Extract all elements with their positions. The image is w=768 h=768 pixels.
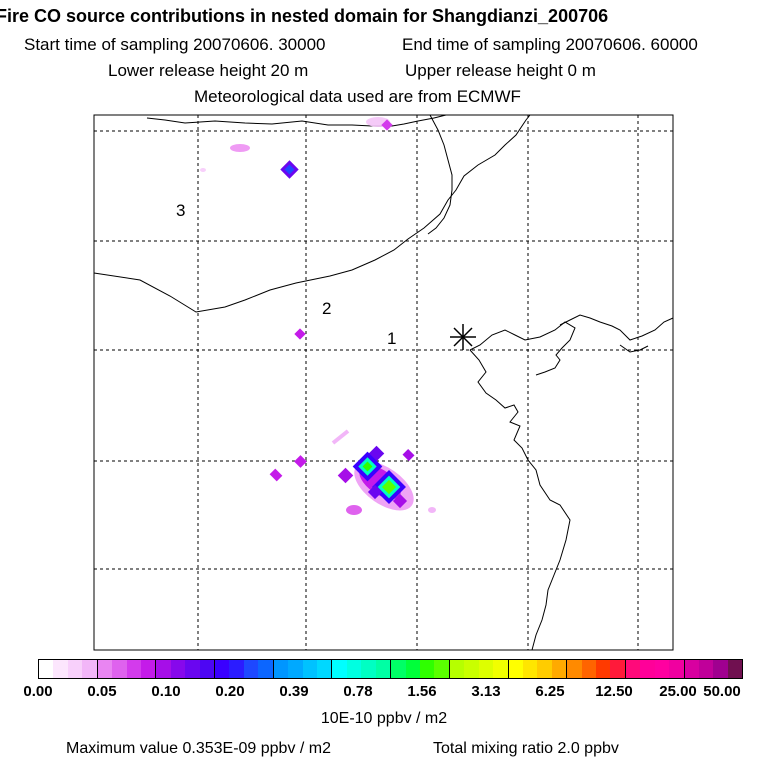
- colorbar-swatch: [405, 660, 420, 678]
- colorbar-swatch: [478, 660, 494, 678]
- colorbar-tick: 6.25: [535, 683, 565, 700]
- colorbar-swatch: [273, 660, 289, 678]
- colorbar-swatch: [156, 660, 171, 678]
- colorbar-swatch: [215, 660, 230, 678]
- colorbar-tick: 0.00: [23, 683, 53, 700]
- colorbar-swatch: [640, 660, 655, 678]
- colorbar: [38, 659, 743, 679]
- met-data-source: Meteorological data used are from ECMWF: [194, 87, 521, 106]
- receptor-marker: [450, 324, 476, 350]
- colorbar-swatch: [126, 660, 141, 678]
- colorbar-swatch: [229, 660, 244, 678]
- colorbar-swatch: [654, 660, 670, 678]
- map-label-1: 1: [387, 329, 396, 348]
- sampling-end: End time of sampling 20070606. 60000: [402, 35, 698, 54]
- sampling-start: Start time of sampling 20070606. 30000: [24, 35, 326, 54]
- total-mixing-ratio: Total mixing ratio 2.0 ppbv: [433, 740, 619, 757]
- colorbar-swatch: [669, 660, 685, 678]
- colorbar-swatch: [596, 660, 611, 678]
- colorbar-swatch: [625, 660, 641, 678]
- colorbar-swatch: [185, 660, 200, 678]
- colorbar-swatch: [551, 660, 568, 678]
- colorbar-swatch: [375, 660, 392, 678]
- colorbar-tick: 0.39: [279, 683, 309, 700]
- colorbar-swatch: [684, 660, 699, 678]
- colorbar-swatch: [112, 660, 127, 678]
- colorbar-swatch: [82, 660, 98, 678]
- colorbar-tick: 0.05: [87, 683, 117, 700]
- upper-release-height: Upper release height 0 m: [405, 61, 596, 80]
- colorbar-swatch: [508, 660, 523, 678]
- colorbar-tick: 50.00: [703, 683, 741, 700]
- colorbar-swatch: [39, 660, 54, 678]
- colorbar-tick: 0.20: [215, 683, 245, 700]
- colorbar-swatch: [170, 660, 186, 678]
- colorbar-swatch: [332, 660, 347, 678]
- colorbar-swatch: [610, 660, 626, 678]
- colorbar-swatch: [698, 660, 714, 678]
- maximum-value: Maximum value 0.353E-09 ppbv / m2: [66, 740, 332, 757]
- coastline-borders: [93, 114, 674, 651]
- colorbar-tick: 1.56: [407, 683, 437, 700]
- colorbar-tick: 3.13: [471, 683, 501, 700]
- colorbar-swatch: [302, 660, 318, 678]
- colorbar-tick: 12.50: [595, 683, 633, 700]
- concentration-field: [200, 117, 436, 515]
- colorbar-swatch: [317, 660, 333, 678]
- colorbar-swatch: [199, 660, 216, 678]
- colorbar-swatch: [243, 660, 259, 678]
- colorbar-tick: 0.78: [343, 683, 373, 700]
- plot-title: Fire CO source contributions in nested d…: [0, 6, 609, 26]
- colorbar-tick: 25.00: [659, 683, 697, 700]
- colorbar-swatch: [53, 660, 68, 678]
- colorbar-swatch: [537, 660, 552, 678]
- colorbar-swatch: [140, 660, 157, 678]
- colorbar-swatch: [464, 660, 479, 678]
- map-label-3: 3: [176, 201, 185, 220]
- colorbar-swatch: [713, 660, 728, 678]
- colorbar-swatch: [493, 660, 509, 678]
- map-frame: [93, 114, 674, 651]
- colorbar-swatch: [581, 660, 597, 678]
- colorbar-swatch: [67, 660, 83, 678]
- colorbar-swatch: [346, 660, 362, 678]
- colorbar-swatch: [522, 660, 538, 678]
- map-grid: [94, 115, 673, 650]
- colorbar-tick: 0.10: [151, 683, 181, 700]
- lower-release-height: Lower release height 20 m: [108, 61, 309, 80]
- colorbar-swatch: [434, 660, 450, 678]
- colorbar-swatch: [361, 660, 376, 678]
- colorbar-unit: 10E-10 ppbv / m2: [320, 710, 448, 727]
- colorbar-swatch: [449, 660, 465, 678]
- colorbar-swatch: [258, 660, 274, 678]
- colorbar-swatch: [567, 660, 582, 678]
- colorbar-swatch: [288, 660, 303, 678]
- colorbar-swatch: [727, 660, 743, 678]
- colorbar-swatch: [419, 660, 435, 678]
- map-label-2: 2: [322, 299, 331, 318]
- colorbar-swatch: [97, 660, 113, 678]
- colorbar-swatch: [391, 660, 406, 678]
